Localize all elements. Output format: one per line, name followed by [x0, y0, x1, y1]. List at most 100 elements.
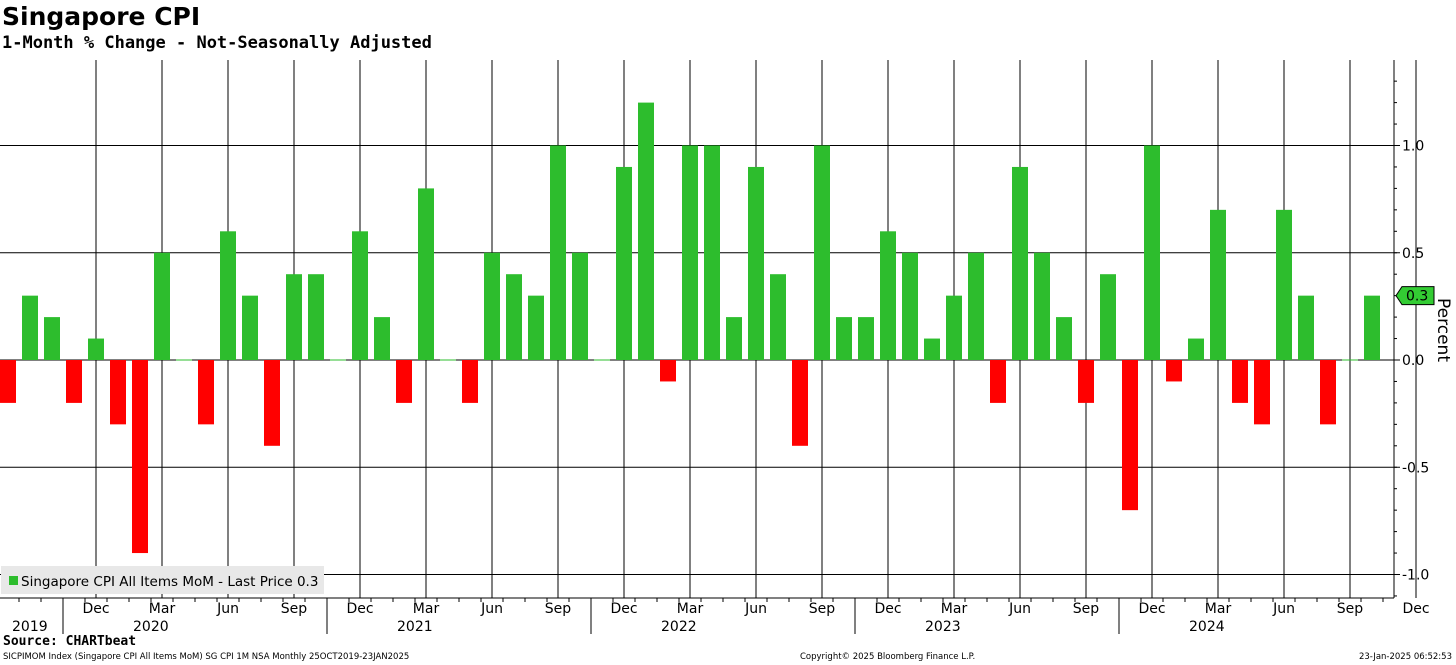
bar	[264, 360, 280, 446]
bar	[66, 360, 82, 403]
bar	[286, 274, 302, 360]
footer-timestamp: 23-Jan-2025 06:52:53	[1358, 652, 1452, 662]
bars	[0, 102, 1380, 554]
x-tick-label: Sep	[1073, 601, 1100, 617]
chart-title: Singapore CPI	[2, 2, 201, 31]
x-tick-label: Dec	[1402, 601, 1429, 617]
bar	[506, 274, 522, 360]
bar	[462, 360, 478, 403]
bar	[1034, 252, 1050, 360]
bar	[990, 360, 1006, 403]
x-tick-label: Dec	[610, 601, 637, 617]
x-tick-label: Jun	[480, 601, 503, 617]
bar	[374, 317, 390, 360]
bar	[792, 360, 808, 446]
y-tick-label: 0.5	[1402, 246, 1424, 262]
bar	[924, 338, 940, 360]
legend-label: Singapore CPI All Items MoM - Last Price…	[21, 574, 318, 590]
legend-box	[1, 566, 324, 594]
bar	[242, 295, 258, 360]
y-tick-label: 0.0	[1402, 353, 1424, 369]
bar	[1144, 145, 1160, 360]
x-tick-label: Mar	[149, 601, 176, 617]
x-tick-label: Sep	[545, 601, 572, 617]
bar	[836, 317, 852, 360]
x-year-label: 2020	[133, 619, 169, 635]
bar	[1122, 360, 1138, 511]
bar	[946, 295, 962, 360]
last-price-tag	[1395, 286, 1435, 306]
bar	[1056, 317, 1072, 360]
bar	[748, 166, 764, 360]
x-year-label: 2022	[661, 619, 697, 635]
bar	[814, 145, 830, 360]
y-tick-label: -1.0	[1402, 568, 1429, 584]
bar	[616, 166, 632, 360]
bar	[968, 252, 984, 360]
bar	[396, 360, 412, 403]
x-tick-label: Mar	[677, 601, 704, 617]
legend-swatch	[9, 576, 18, 585]
x-tick-label: Jun	[1272, 601, 1295, 617]
bar	[88, 338, 104, 360]
footer-copyright: Copyright© 2025 Bloomberg Finance L.P.	[800, 652, 976, 662]
bar	[22, 295, 38, 360]
bar	[308, 274, 324, 360]
bar	[0, 360, 16, 403]
bar	[352, 231, 368, 360]
bar	[1320, 360, 1336, 425]
footer-ticker: SICPIMOM Index (Singapore CPI All Items …	[3, 652, 410, 662]
x-tick-label: Jun	[1008, 601, 1031, 617]
x-tick-label: Dec	[346, 601, 373, 617]
x-tick-label: Dec	[1138, 601, 1165, 617]
bar	[682, 145, 698, 360]
bar	[1078, 360, 1094, 403]
bar	[1012, 166, 1028, 360]
bar	[1276, 209, 1292, 360]
bar	[572, 252, 588, 360]
bar	[330, 359, 346, 361]
footer-source: Source: CHARTbeat	[3, 634, 137, 649]
bar	[1166, 360, 1182, 382]
bar	[176, 359, 192, 361]
bar	[110, 360, 126, 425]
chart-subtitle: 1-Month % Change - Not-Seasonally Adjust…	[2, 33, 432, 53]
bar	[418, 188, 434, 360]
y-tick-label: -0.5	[1402, 460, 1429, 476]
bar	[154, 252, 170, 360]
x-tick-label: Dec	[874, 601, 901, 617]
last-price-label: 0.3	[1406, 289, 1428, 305]
bar	[638, 102, 654, 360]
bar	[726, 317, 742, 360]
x-tick-label: Mar	[1205, 601, 1232, 617]
bar	[1188, 338, 1204, 360]
bar	[484, 252, 500, 360]
x-tick-label: Jun	[216, 601, 239, 617]
x-tick-label: Dec	[82, 601, 109, 617]
y-tick-label: 1.0	[1402, 139, 1424, 155]
x-year-label: 2019	[12, 619, 48, 635]
x-year-label: 2023	[925, 619, 961, 635]
bar	[704, 145, 720, 360]
legend: Singapore CPI All Items MoM - Last Price…	[1, 566, 324, 594]
bar	[902, 252, 918, 360]
bar	[1100, 274, 1116, 360]
bar	[550, 145, 566, 360]
bar	[132, 360, 148, 554]
x-tick-label: Sep	[1337, 601, 1364, 617]
x-year-label: 2024	[1189, 619, 1225, 635]
x-tick-label: Mar	[941, 601, 968, 617]
bar	[1298, 295, 1314, 360]
axes: -1.0 -0.5 0.0 0.5 1.0 Dec Mar Jun Sep Dec Mar Jun Se…	[0, 60, 1453, 635]
bar	[660, 360, 676, 382]
bar	[1210, 209, 1226, 360]
bar	[770, 274, 786, 360]
x-tick-label: Sep	[281, 601, 308, 617]
x-tick-label: Jun	[744, 601, 767, 617]
x-year-label: 2021	[397, 619, 433, 635]
bar	[1254, 360, 1270, 425]
bar	[528, 295, 544, 360]
bar	[880, 231, 896, 360]
y-axis-label: Percent	[1433, 298, 1453, 362]
bar	[220, 231, 236, 360]
